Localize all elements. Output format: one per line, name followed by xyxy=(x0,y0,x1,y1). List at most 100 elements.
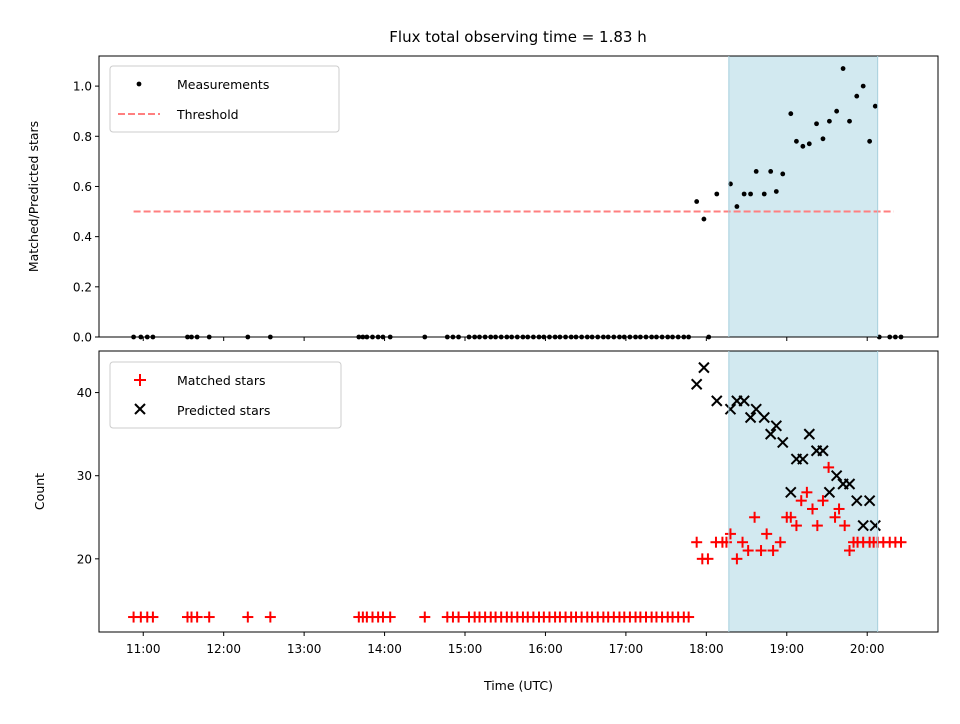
matched-star-point xyxy=(731,553,743,565)
top-y-ticks: 0.0 0.2 0.4 0.6 0.8 1.0 xyxy=(73,80,99,345)
matched-star-point xyxy=(453,611,465,623)
y-tick-label: 0.0 xyxy=(73,331,92,345)
matched-star-point xyxy=(839,520,851,532)
predicted-star-point xyxy=(724,403,737,415)
top-plot-frame xyxy=(98,55,939,338)
measurement-point xyxy=(714,191,720,197)
legend-predicted-marker xyxy=(134,403,146,415)
measurement-point xyxy=(694,199,700,204)
measurement-point xyxy=(761,191,767,197)
matched-star-point xyxy=(790,520,802,532)
measurement-point xyxy=(854,93,860,99)
measurement-point xyxy=(872,103,878,109)
measurement-point xyxy=(768,169,774,174)
matched-star-point xyxy=(811,520,823,532)
matched-star-point xyxy=(702,553,714,565)
matched-star-point xyxy=(795,495,807,507)
legend-measurements-marker xyxy=(136,81,142,87)
predicted-star-point xyxy=(817,445,829,457)
predicted-star-point xyxy=(823,486,836,499)
measurement-point xyxy=(800,143,806,149)
measurement-point xyxy=(794,138,799,144)
matched-star-point xyxy=(785,511,797,523)
measurement-point xyxy=(748,191,753,197)
matched-star-point xyxy=(419,611,431,623)
x-tick-label: 11:00 xyxy=(126,642,161,656)
predicted-star-point xyxy=(770,420,783,432)
legend-threshold-label: Threshold xyxy=(176,107,239,122)
predicted-star-point xyxy=(698,361,710,374)
y-tick-label: 0.8 xyxy=(73,130,92,144)
bottom-x-ticks: 11:00 12:00 13:00 14:00 15:00 16:00 17:00 18:00… xyxy=(126,632,885,656)
predicted-star-point xyxy=(797,453,809,465)
chart-title: Flux total observing time = 1.83 h xyxy=(389,28,646,46)
legend-matched-marker xyxy=(134,374,146,386)
matched-star-point xyxy=(755,545,767,557)
y-tick-label: 0.2 xyxy=(73,280,92,294)
y-tick-label: 30 xyxy=(77,469,92,483)
measurement-point xyxy=(701,216,707,222)
matched-star-point xyxy=(817,495,829,507)
y-tick-label: 40 xyxy=(77,386,92,400)
top-y-axis-label: Matched/Predicted stars xyxy=(26,121,41,272)
x-tick-label: 19:00 xyxy=(769,642,804,656)
matched-star-point xyxy=(844,545,856,557)
matched-star-point xyxy=(724,528,736,540)
matched-star-point xyxy=(761,528,773,540)
measurement-point xyxy=(867,138,873,144)
matched-star-point xyxy=(242,611,254,623)
matched-star-point xyxy=(749,511,761,523)
matched-star-point xyxy=(203,611,215,623)
top-legend-box xyxy=(109,65,340,133)
x-axis-label: Time (UTC) xyxy=(483,678,553,693)
observing-window-shade-top xyxy=(728,56,878,337)
measurement-point xyxy=(834,108,840,114)
bottom-legend: Matched stars Predicted stars xyxy=(109,361,342,429)
measurement-point xyxy=(741,191,747,197)
x-tick-label: 20:00 xyxy=(850,642,885,656)
matched-star-point xyxy=(895,536,907,548)
x-tick-label: 16:00 xyxy=(528,642,563,656)
predicted-star-point xyxy=(764,428,777,440)
measurement-point xyxy=(734,204,740,209)
x-tick-label: 17:00 xyxy=(609,642,644,656)
matched-star-point xyxy=(823,461,835,473)
matched-star-point xyxy=(384,611,396,623)
y-tick-label: 0.6 xyxy=(73,180,92,194)
x-tick-label: 18:00 xyxy=(689,642,724,656)
predicted-star-point xyxy=(711,395,723,407)
predicted-star-point xyxy=(830,469,843,482)
bottom-y-axis-label: Count xyxy=(32,473,47,510)
measurement-point xyxy=(788,111,794,117)
matched-star-point xyxy=(191,611,203,623)
bottom-panel: 20 30 40 11:00 12:00 13:00 14:00 15:00 16:00 17:… xyxy=(32,350,939,693)
x-tick-label: 15:00 xyxy=(448,642,483,656)
top-x-ticks xyxy=(142,337,868,341)
measurement-point xyxy=(840,66,846,71)
predicted-star-point xyxy=(738,395,750,407)
matched-star-point xyxy=(742,545,754,557)
legend-matched-label: Matched stars xyxy=(177,373,265,388)
predicted-star-point xyxy=(851,494,863,507)
matched-star-point xyxy=(683,611,695,623)
predicted-star-point xyxy=(758,411,770,424)
predicted-star-point xyxy=(869,519,881,532)
matched-star-point xyxy=(737,536,749,548)
legend-measurements-label: Measurements xyxy=(177,77,269,92)
matched-star-point xyxy=(807,503,819,515)
top-panel: 0.0 0.2 0.4 0.6 0.8 1.0 Matched/Predicted sta… xyxy=(26,55,939,345)
predicted-star-point xyxy=(803,428,816,440)
measurement-point xyxy=(814,121,819,127)
matched-star-point xyxy=(774,536,786,548)
y-tick-label: 1.0 xyxy=(73,80,92,94)
predicted-star-points xyxy=(690,361,881,532)
y-tick-label: 20 xyxy=(77,552,92,566)
measurement-point xyxy=(773,189,779,194)
x-tick-label: 14:00 xyxy=(367,642,402,656)
predicted-star-point xyxy=(690,378,703,390)
matched-star-point xyxy=(147,611,159,623)
predicted-star-point xyxy=(785,486,797,499)
measurement-point xyxy=(820,136,826,142)
measurement-point xyxy=(860,83,866,89)
